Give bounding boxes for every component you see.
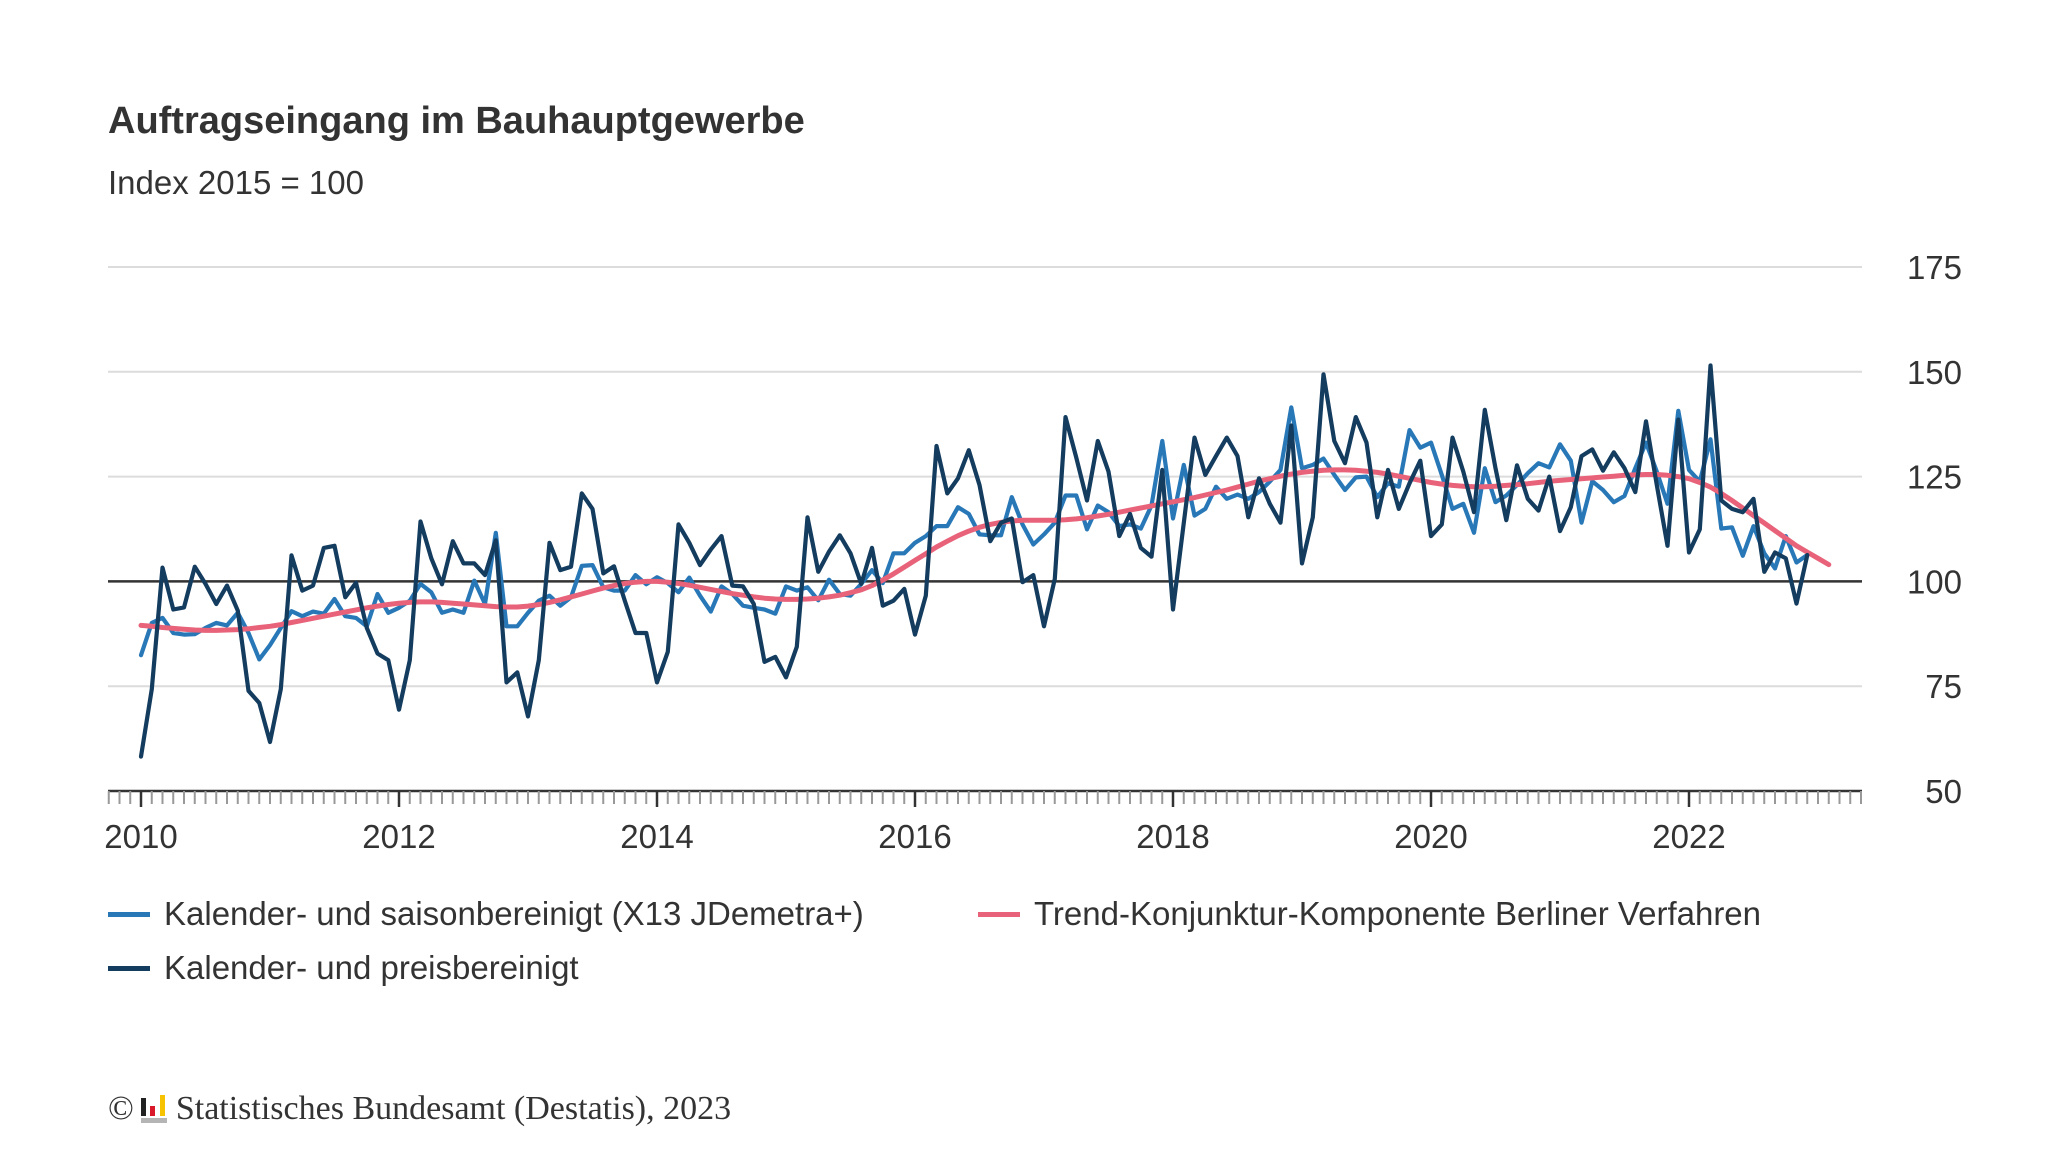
y-tick-label: 100 [1907,563,1962,600]
chart-title: Auftragseingang im Bauhauptgewerbe [108,100,805,142]
legend-item-price: Kalender- und preisbereinigt [108,949,579,987]
y-tick-label: 175 [1907,249,1962,286]
legend-swatch [108,965,150,971]
y-tick-label: 150 [1907,354,1962,391]
copyright-icon: © [108,1090,134,1127]
x-tick-label: 2022 [1652,818,1725,855]
legend-label: Trend-Konjunktur-Komponente Berliner Ver… [1034,895,1762,932]
x-tick-label: 2016 [878,818,951,855]
x-tick-label: 2014 [620,818,693,855]
series-seasonal-adjusted-line [138,405,1810,662]
legend-label: Kalender- und saisonbereinigt (X13 JDeme… [164,895,864,932]
y-tick-label: 50 [1925,773,1962,810]
x-tick-label: 2018 [1136,818,1209,855]
x-tick-label: 2012 [362,818,435,855]
destatis-logo-icon [140,1095,167,1123]
line-chart: 50 75 100 125 150 175 2010 2012 2014 2016 2018 2020… [104,249,1962,855]
x-tick-label: 2020 [1394,818,1467,855]
chart-subtitle: Index 2015 = 100 [108,164,364,201]
y-tick-label: 75 [1925,668,1962,705]
source-text: Statistisches Bundesamt (Destatis), 2023 [175,1090,732,1127]
legend-label: Kalender- und preisbereinigt [164,949,579,986]
series-price-adjusted-line [138,363,1810,759]
legend-item-seasonal: Kalender- und saisonbereinigt (X13 JDeme… [108,895,864,933]
footer: © Statistisches Bundesamt (Destatis), 20… [108,1090,731,1128]
legend-item-trend: Trend-Konjunktur-Komponente Berliner Ver… [978,895,1761,933]
y-tick-label: 125 [1907,459,1962,496]
legend-swatch [978,911,1020,917]
legend-swatch [108,911,150,917]
x-tick-label: 2010 [104,818,177,855]
